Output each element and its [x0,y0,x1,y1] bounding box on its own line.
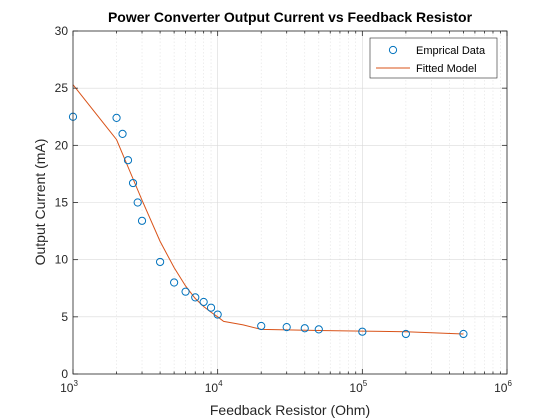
y-tick-label: 20 [55,138,69,152]
data-point [191,293,200,302]
data-point [300,324,309,333]
legend-marker-icon [388,45,398,55]
x-tick-label: 104 [205,379,223,395]
axis-ticks [72,30,508,375]
y-tick-label: 15 [55,196,69,210]
legend-label-empirical: Emprical Data [416,45,486,57]
x-tick-label: 105 [349,379,367,395]
y-tick-label: 30 [55,24,69,38]
data-point [199,297,208,307]
y-tick-label: 10 [55,253,69,267]
y-tick-labels: 0 5 10 15 20 25 30 [55,24,69,381]
y-tick-label: 25 [55,81,69,95]
data-point [206,303,216,312]
y-tick-label: 0 [61,367,68,381]
data-point [133,198,142,207]
data-point [282,323,291,332]
x-tick-label: 103 [60,379,78,395]
chart-title: Power Converter Output Current vs Feedba… [108,9,473,25]
legend-label-fitted: Fitted Model [416,63,477,75]
data-point [257,321,266,331]
y-tick-label: 5 [61,310,68,324]
x-tick-labels: 103 104 105 106 [60,379,512,395]
legend-box [369,37,498,79]
data-point [128,178,138,188]
data-point [156,257,165,267]
data-point [358,327,367,336]
data-point [459,329,468,339]
data-point [213,310,222,319]
data-point [112,113,121,122]
fitted-model-line [72,84,464,335]
data-point [314,325,323,334]
fitted-model-series [72,84,464,335]
x-tick-label: 106 [494,379,512,395]
y-axis-title: Output Current (mA) [32,139,48,266]
data-point [401,329,410,339]
data-point [118,129,127,138]
empirical-data-series [68,112,468,339]
x-axis-title: Feedback Resistor (Ohm) [210,402,370,418]
data-point [181,287,190,296]
legend: Emprical Data Fitted Model [369,37,498,79]
data-point [170,278,179,287]
data-point [137,216,147,225]
data-point [123,156,133,165]
